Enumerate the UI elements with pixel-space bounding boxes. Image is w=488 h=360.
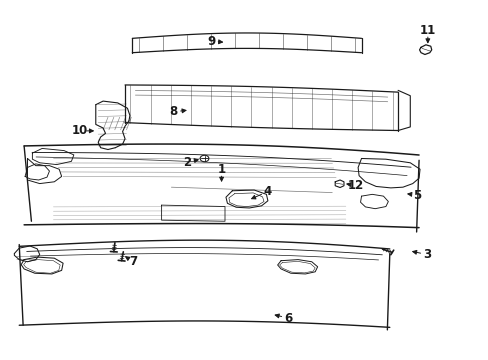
Text: 10: 10	[71, 124, 88, 138]
Text: 2: 2	[183, 156, 191, 168]
Text: 4: 4	[263, 185, 271, 198]
Text: 7: 7	[129, 255, 137, 268]
Text: 3: 3	[423, 248, 430, 261]
Text: 12: 12	[347, 179, 363, 192]
Text: 11: 11	[419, 24, 435, 37]
Text: 9: 9	[207, 35, 215, 48]
Text: 8: 8	[169, 105, 178, 118]
Text: 1: 1	[217, 163, 225, 176]
Text: 5: 5	[413, 189, 421, 202]
Text: 6: 6	[284, 311, 292, 325]
